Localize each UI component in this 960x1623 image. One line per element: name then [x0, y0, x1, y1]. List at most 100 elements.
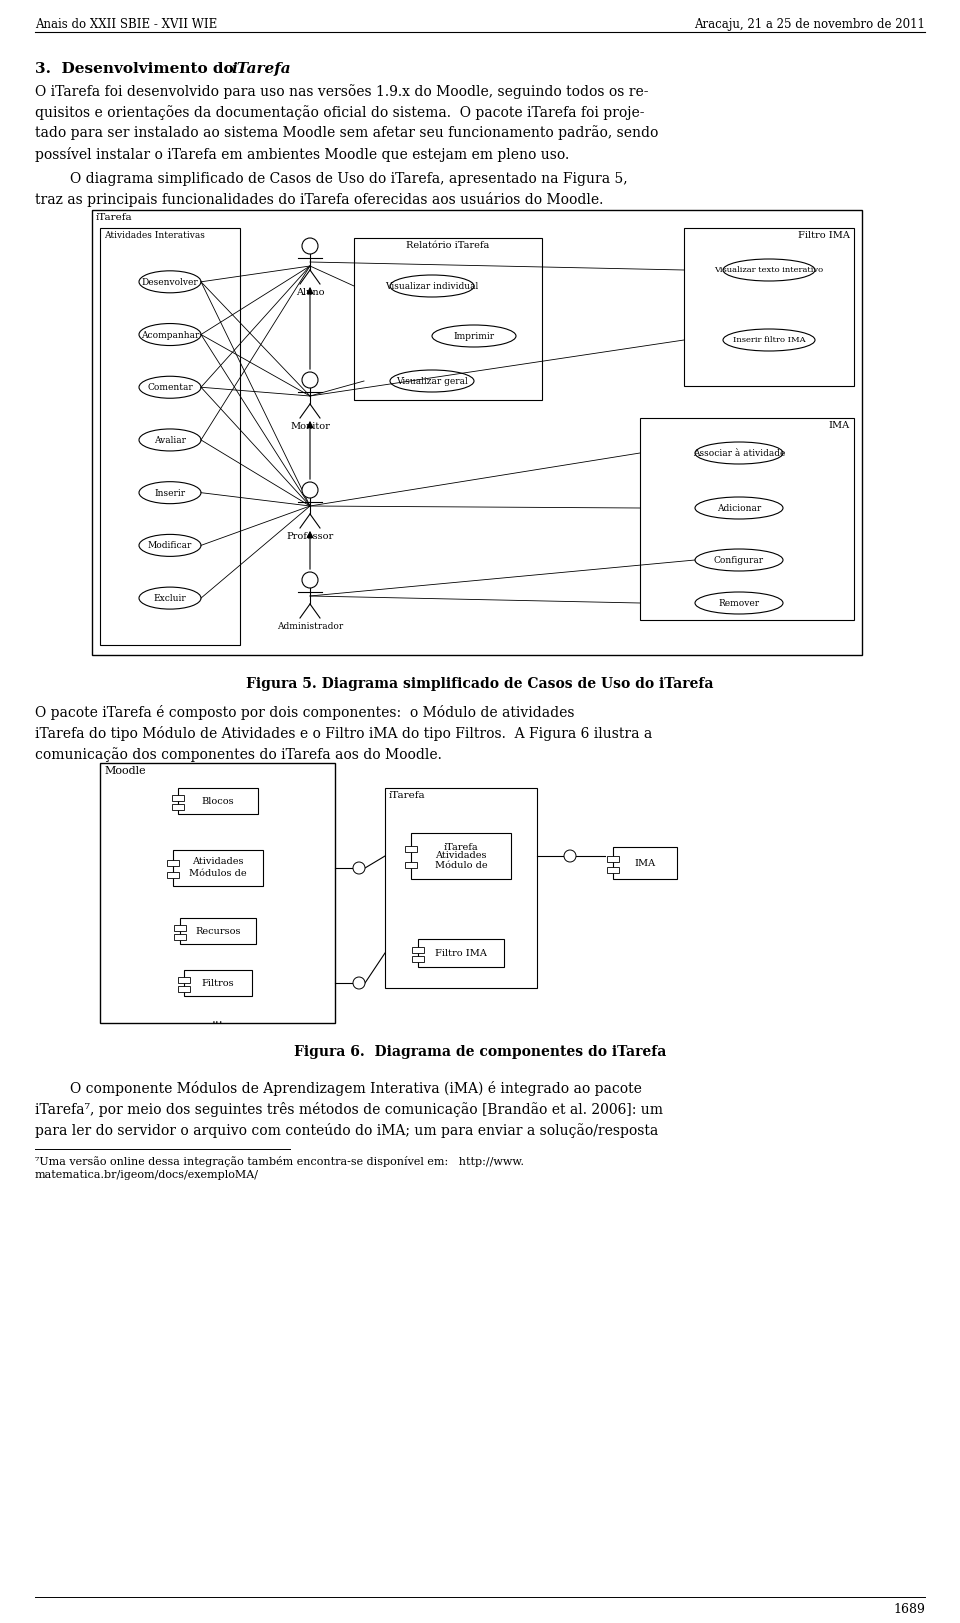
FancyBboxPatch shape — [640, 419, 854, 620]
Ellipse shape — [139, 482, 201, 503]
Ellipse shape — [432, 325, 516, 347]
FancyBboxPatch shape — [405, 862, 417, 868]
Circle shape — [353, 977, 365, 988]
FancyBboxPatch shape — [180, 919, 256, 945]
Ellipse shape — [723, 329, 815, 351]
Text: Atividades Interativas: Atividades Interativas — [104, 230, 204, 240]
Text: Recursos: Recursos — [195, 927, 241, 935]
Text: Relatório iTarefa: Relatório iTarefa — [406, 240, 490, 250]
Text: Modificar: Modificar — [148, 542, 192, 550]
FancyBboxPatch shape — [184, 971, 252, 997]
Text: 3.  Desenvolvimento do: 3. Desenvolvimento do — [35, 62, 239, 76]
Text: Remover: Remover — [718, 599, 759, 609]
Ellipse shape — [390, 370, 474, 393]
Text: O componente Módulos de Aprendizagem Interativa (iMA) é integrado ao pacote
iTar: O componente Módulos de Aprendizagem Int… — [35, 1081, 663, 1138]
Text: Acompanhar: Acompanhar — [141, 331, 199, 339]
Text: Desenvolver: Desenvolver — [142, 278, 199, 287]
Circle shape — [353, 862, 365, 875]
Text: Inserir filtro IMA: Inserir filtro IMA — [732, 336, 805, 344]
FancyBboxPatch shape — [385, 789, 537, 988]
Ellipse shape — [139, 588, 201, 609]
FancyBboxPatch shape — [167, 872, 179, 878]
Text: Visualizar individual: Visualizar individual — [385, 282, 479, 291]
Circle shape — [302, 372, 318, 388]
Text: Filtro IMA: Filtro IMA — [435, 948, 487, 958]
Text: Figura 5. Diagrama simplificado de Casos de Uso do iTarefa: Figura 5. Diagrama simplificado de Casos… — [247, 677, 713, 691]
FancyBboxPatch shape — [613, 847, 677, 880]
Text: Blocos: Blocos — [202, 797, 234, 805]
Ellipse shape — [139, 377, 201, 398]
Text: IMA: IMA — [635, 859, 656, 868]
FancyBboxPatch shape — [167, 860, 179, 867]
Ellipse shape — [139, 428, 201, 451]
Ellipse shape — [139, 271, 201, 292]
Ellipse shape — [139, 323, 201, 346]
FancyBboxPatch shape — [412, 956, 424, 962]
FancyBboxPatch shape — [607, 867, 619, 873]
FancyBboxPatch shape — [178, 987, 190, 992]
FancyBboxPatch shape — [607, 855, 619, 862]
Text: Aracaju, 21 a 25 de novembro de 2011: Aracaju, 21 a 25 de novembro de 2011 — [694, 18, 925, 31]
FancyBboxPatch shape — [173, 850, 263, 886]
Text: Filtro IMA: Filtro IMA — [798, 230, 850, 240]
Text: Atividades: Atividades — [435, 852, 487, 860]
FancyBboxPatch shape — [405, 846, 417, 852]
FancyBboxPatch shape — [411, 833, 511, 880]
FancyBboxPatch shape — [178, 977, 190, 984]
FancyBboxPatch shape — [684, 227, 854, 386]
Text: iTarefa: iTarefa — [389, 790, 425, 800]
Text: Imprimir: Imprimir — [453, 333, 494, 341]
FancyBboxPatch shape — [178, 789, 258, 815]
Text: Visualizar texto interativo: Visualizar texto interativo — [714, 266, 824, 274]
Text: Módulo de: Módulo de — [435, 860, 488, 870]
Text: O pacote iTarefa é composto por dois componentes:  o Módulo de atividades
iTaref: O pacote iTarefa é composto por dois com… — [35, 704, 652, 761]
Text: iTarefa: iTarefa — [96, 213, 132, 222]
Ellipse shape — [139, 534, 201, 557]
Ellipse shape — [695, 549, 783, 571]
Text: Inserir: Inserir — [155, 489, 185, 498]
Text: ...: ... — [212, 1013, 224, 1026]
Ellipse shape — [390, 274, 474, 297]
Circle shape — [302, 239, 318, 255]
Text: Figura 6.  Diagrama de componentes do iTarefa: Figura 6. Diagrama de componentes do iTa… — [294, 1045, 666, 1058]
Ellipse shape — [695, 592, 783, 613]
Text: Professor: Professor — [286, 532, 334, 540]
FancyBboxPatch shape — [100, 763, 335, 1022]
Text: Visualizar geral: Visualizar geral — [396, 377, 468, 386]
FancyBboxPatch shape — [354, 239, 542, 399]
Text: Módulos de: Módulos de — [189, 870, 247, 878]
Text: Filtros: Filtros — [202, 979, 234, 987]
Text: Anais do XXII SBIE - XVII WIE: Anais do XXII SBIE - XVII WIE — [35, 18, 217, 31]
FancyBboxPatch shape — [412, 946, 424, 953]
FancyBboxPatch shape — [174, 925, 186, 932]
Text: iTarefa: iTarefa — [444, 842, 478, 852]
FancyBboxPatch shape — [92, 209, 862, 656]
Ellipse shape — [695, 497, 783, 519]
Circle shape — [302, 571, 318, 588]
Text: Associar à atividade: Associar à atividade — [693, 450, 785, 458]
Text: O iTarefa foi desenvolvido para uso nas versões 1.9.x do Moodle, seguindo todos : O iTarefa foi desenvolvido para uso nas … — [35, 84, 659, 162]
Text: Moodle: Moodle — [104, 766, 146, 776]
Text: Monitor: Monitor — [290, 422, 330, 432]
Text: Excluir: Excluir — [154, 594, 186, 604]
Text: Comentar: Comentar — [147, 383, 193, 393]
Text: 1689: 1689 — [893, 1604, 925, 1617]
Circle shape — [302, 482, 318, 498]
FancyBboxPatch shape — [418, 940, 504, 967]
Ellipse shape — [695, 441, 783, 464]
Text: Atividades: Atividades — [192, 857, 244, 867]
Text: ⁷Uma versão online dessa integração também encontra-se disponível em:   http://w: ⁷Uma versão online dessa integração tamb… — [35, 1156, 524, 1180]
Text: IMA: IMA — [828, 420, 850, 430]
Text: Avaliar: Avaliar — [154, 437, 186, 445]
FancyBboxPatch shape — [172, 795, 184, 802]
Ellipse shape — [723, 260, 815, 281]
FancyBboxPatch shape — [100, 227, 240, 644]
FancyBboxPatch shape — [172, 803, 184, 810]
Text: Aluno: Aluno — [296, 287, 324, 297]
Circle shape — [564, 850, 576, 862]
Text: Administrador: Administrador — [276, 622, 343, 631]
Text: O diagrama simplificado de Casos de Uso do iTarefa, apresentado na Figura 5,
tra: O diagrama simplificado de Casos de Uso … — [35, 172, 628, 208]
Text: Configurar: Configurar — [714, 557, 764, 565]
Text: Adicionar: Adicionar — [717, 505, 761, 513]
Text: iTarefa: iTarefa — [231, 62, 291, 76]
